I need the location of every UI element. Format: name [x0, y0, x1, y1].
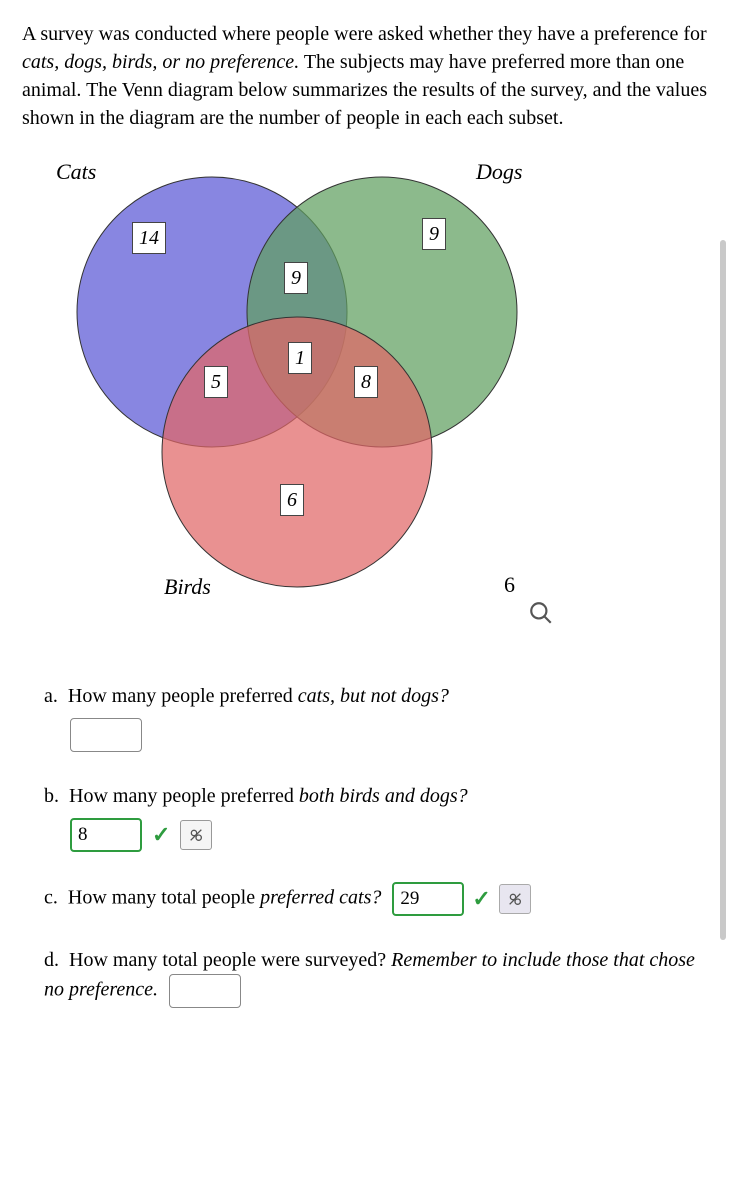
question-d: d. How many total people were surveyed? … [44, 946, 708, 1008]
answer-input-a[interactable] [70, 718, 142, 752]
scrollbar[interactable] [720, 240, 726, 960]
question-d-letter: d. [44, 949, 59, 971]
question-a-italic: cats, but not dogs? [298, 685, 449, 707]
no-preference-count: 6 [504, 570, 515, 601]
answer-input-c[interactable] [392, 882, 464, 916]
question-b-italic: both birds and dogs? [299, 785, 468, 807]
venn-label-cats: Cats [54, 157, 98, 188]
question-c-italic: preferred cats? [260, 887, 381, 909]
question-b-text: How many people preferred [69, 785, 299, 807]
venn-value-box: 14 [132, 222, 166, 254]
question-b-letter: b. [44, 785, 59, 807]
question-a-text: How many people preferred [68, 685, 298, 707]
venn-value-box: 1 [288, 342, 312, 374]
answer-input-b[interactable] [70, 818, 142, 852]
venn-svg [32, 152, 592, 622]
venn-label-birds: Birds [162, 572, 213, 603]
question-c: c. How many total people preferred cats?… [44, 882, 708, 916]
questions-list: a. How many people preferred cats, but n… [22, 682, 708, 1008]
formula-button[interactable] [499, 884, 531, 914]
intro-text-1: A survey was conducted where people were… [22, 23, 707, 45]
venn-value-box: 5 [204, 366, 228, 398]
venn-value-box: 6 [280, 484, 304, 516]
formula-button[interactable] [180, 820, 212, 850]
venn-label-dogs: Dogs [474, 157, 524, 188]
check-icon: ✓ [152, 820, 170, 851]
venn-value-box: 9 [422, 218, 446, 250]
answer-input-d[interactable] [169, 974, 241, 1008]
question-c-text: How many total people [68, 887, 260, 909]
venn-value-box: 9 [284, 262, 308, 294]
question-b: b. How many people preferred both birds … [44, 782, 708, 852]
check-icon: ✓ [472, 884, 490, 915]
question-a-letter: a. [44, 685, 58, 707]
question-c-letter: c. [44, 887, 58, 909]
intro-italic: cats, dogs, birds, or no preference. [22, 51, 299, 73]
problem-intro: A survey was conducted where people were… [22, 20, 708, 132]
venn-value-box: 8 [354, 366, 378, 398]
question-a: a. How many people preferred cats, but n… [44, 682, 708, 752]
venn-diagram: Cats Dogs Birds 14 9 9 1 5 8 6 6 [32, 152, 592, 652]
question-d-text: How many total people were surveyed? [69, 949, 391, 971]
scrollbar-thumb[interactable] [720, 240, 726, 940]
